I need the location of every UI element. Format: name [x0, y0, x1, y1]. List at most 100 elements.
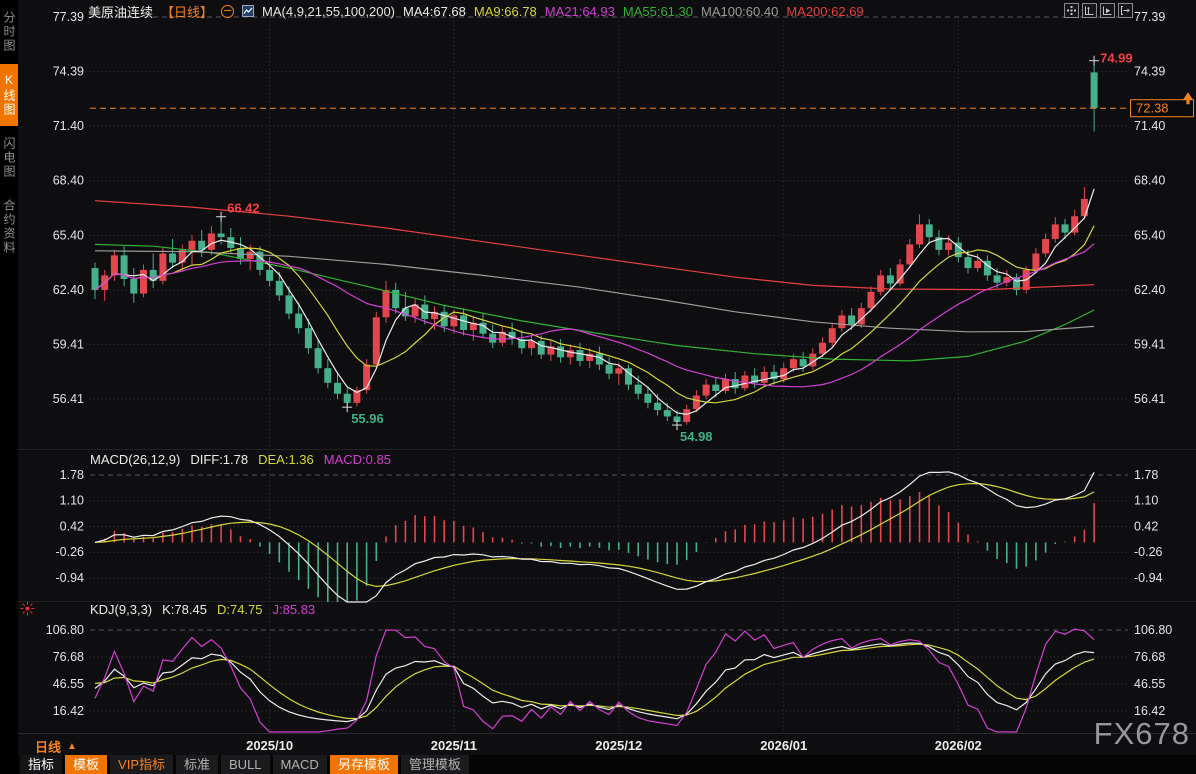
candle-body: [566, 350, 574, 358]
ma-line-ma55: [94, 243, 1095, 362]
candle-body: [363, 364, 371, 391]
candle-body: [1051, 224, 1059, 239]
macd-axis-label-right: -0.26: [1134, 545, 1163, 559]
tab-save-template[interactable]: 另存模板: [329, 755, 398, 774]
tab-bull[interactable]: BULL: [221, 755, 270, 774]
candle-body: [809, 353, 817, 367]
candle-body: [605, 364, 613, 374]
candle-body: [1090, 72, 1098, 109]
candle-body: [1061, 224, 1069, 233]
extreme-price-label: 54.98: [680, 429, 713, 444]
candle-body: [654, 402, 662, 411]
candle-body: [1032, 253, 1040, 270]
candle-body: [799, 359, 807, 367]
candle-body: [266, 269, 274, 281]
candle-body: [867, 291, 875, 309]
candle-body: [188, 240, 196, 250]
candle-body: [295, 313, 303, 329]
kdj-d-value: D:74.75: [216, 602, 263, 617]
candle-body: [974, 260, 982, 269]
price-axis-label-right: 71.40: [1134, 119, 1165, 133]
kdj-axis-label-left: 76.68: [53, 650, 84, 664]
sidebar-item-kline-chart[interactable]: K线图: [0, 64, 18, 126]
macd-dea-value: DEA:1.36: [258, 452, 314, 467]
price-axis-label-left: 77.39: [53, 10, 84, 24]
period-dropdown-label: 日线: [35, 740, 62, 755]
kdj-title[interactable]: KDJ(9,3,3): [90, 602, 153, 617]
candle-body: [91, 268, 99, 290]
triangle-up-icon: ▲: [67, 741, 77, 752]
chart-type-sidebar: 分时图 K线图 闪电图 合约资料: [0, 0, 18, 774]
candle-body: [1080, 198, 1088, 217]
sidebar-item-flash-chart[interactable]: 闪电图: [2, 137, 16, 179]
collapse-indicator-icon[interactable]: [221, 4, 235, 18]
candle-body: [731, 379, 739, 389]
kdj-panel-header: KDJ(9,3,3) K:78.45 D:74.75 J:85.83: [90, 602, 315, 617]
tab-standard[interactable]: 标准: [176, 755, 219, 774]
candle-body: [469, 322, 477, 330]
tab-templates[interactable]: 模板: [65, 755, 108, 774]
candle-body: [722, 379, 729, 391]
candle-body: [576, 350, 584, 361]
chart-header: 美原油连续 【日线】 MA(4,9,21,55,100,200) MA4:67.…: [88, 3, 864, 20]
sidebar-item-contract-info[interactable]: 合约资料: [2, 199, 16, 255]
kdj-j-value: J:85.83: [272, 602, 316, 617]
candle-body: [877, 275, 885, 292]
y-axis-scale-tool-icon[interactable]: [1082, 3, 1097, 18]
tab-manage-templates[interactable]: 管理模板: [400, 755, 469, 774]
candle-body: [110, 255, 118, 276]
bottom-tab-bar: 指标 模板 VIP指标 标准 BULL MACD 另存模板 管理模板: [20, 755, 469, 774]
alert-indicator-icon[interactable]: [20, 601, 35, 621]
kdj-axis-label-right: 16.42: [1134, 704, 1165, 718]
macd-dea-line: [94, 482, 1095, 588]
mini-chart-glyph: [242, 5, 255, 17]
candle-body: [780, 368, 788, 380]
candle-body: [1003, 277, 1011, 283]
kdj-axis-label-right: 76.68: [1134, 650, 1165, 664]
candlestick-layer: [91, 60, 1098, 426]
candle-body: [906, 244, 914, 265]
candle-body: [198, 240, 206, 250]
kdj-layer: [94, 628, 1095, 733]
price-axis-label-left: 65.40: [53, 228, 84, 242]
tab-macd[interactable]: MACD: [272, 755, 327, 774]
candle-body: [285, 295, 293, 314]
pane-expand-tool-icon[interactable]: [1118, 3, 1133, 18]
candle-body: [498, 331, 506, 343]
playback-tool-icon[interactable]: [1100, 3, 1115, 18]
price-axis-label-left: 74.39: [53, 65, 84, 79]
candle-body: [547, 346, 555, 355]
tab-vip-indicators[interactable]: VIP指标: [110, 755, 173, 774]
candle-body: [896, 264, 904, 284]
period-tag[interactable]: 【日线】: [161, 4, 214, 20]
candle-body: [595, 353, 603, 365]
ma9-value: MA9:66.78: [473, 3, 537, 19]
pan-tool-icon[interactable]: [1064, 3, 1079, 18]
axis-scale-glyph: [1085, 6, 1094, 15]
kdj-k-value: K:78.45: [162, 602, 207, 617]
candle-body: [431, 311, 438, 320]
candle-body: [1013, 277, 1020, 290]
chart-type-icon[interactable]: [242, 5, 255, 17]
price-up-arrow-icon: [1183, 92, 1193, 105]
sidebar-item-time-chart[interactable]: 分时图: [2, 11, 16, 53]
candle-body: [120, 255, 128, 280]
macd-layer: [94, 471, 1095, 603]
candle-body: [945, 242, 953, 250]
grid-layer: 77.39 77.39 74.39 74.39 71.40 71.40 68.40 68.40…: [0, 10, 1196, 753]
ma-line-ma9: [94, 225, 1095, 404]
period-dropdown[interactable]: 日线 ▲: [35, 737, 77, 756]
macd-title[interactable]: MACD(26,12,9): [90, 452, 181, 467]
candle-body: [508, 331, 516, 340]
price-axis-label-right: 62.40: [1134, 283, 1165, 297]
kdj-axis-label-left: 46.55: [53, 677, 84, 691]
candle-body: [663, 410, 671, 417]
macd-macd-value: MACD:0.85: [323, 452, 391, 467]
candle-body: [964, 257, 972, 269]
candle-body: [382, 289, 390, 318]
tab-indicators[interactable]: 指标: [20, 755, 63, 774]
candle-body: [304, 328, 312, 349]
candle-body: [460, 315, 468, 330]
ma-line-ma4: [94, 188, 1095, 416]
